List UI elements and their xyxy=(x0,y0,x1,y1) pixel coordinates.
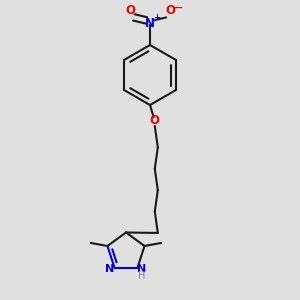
Text: N: N xyxy=(145,16,155,30)
Text: N: N xyxy=(137,264,147,274)
Text: H: H xyxy=(138,271,146,281)
Text: N: N xyxy=(105,264,115,274)
Text: +: + xyxy=(153,14,160,22)
Text: O: O xyxy=(150,114,160,127)
Text: −: − xyxy=(173,3,183,13)
Text: O: O xyxy=(165,4,175,17)
Text: O: O xyxy=(125,4,135,17)
